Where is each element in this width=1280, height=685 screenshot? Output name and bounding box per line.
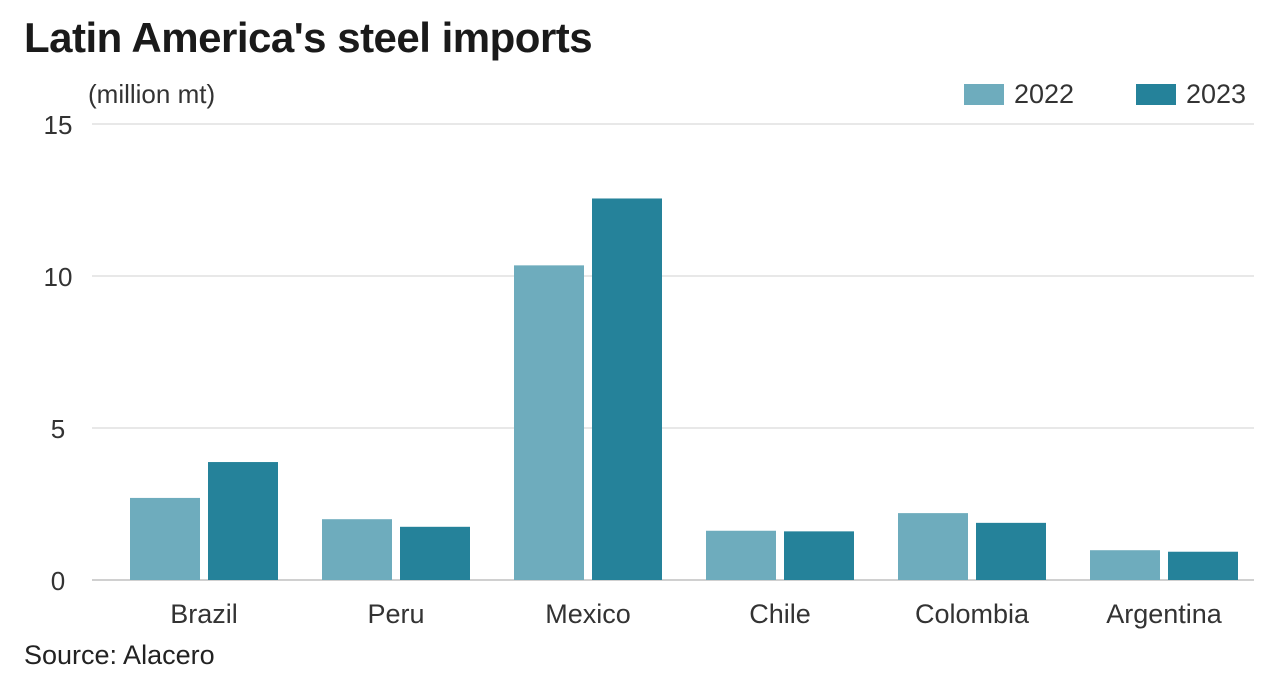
gridlines: [92, 123, 1254, 581]
chart-title: Latin America's steel imports: [24, 14, 593, 61]
bar-argentina-2022: [1090, 550, 1160, 580]
y-unit-label: (million mt): [88, 79, 215, 109]
x-axis-labels: Brazil Peru Mexico Chile Colombia Argentina: [170, 599, 1223, 629]
bar-mexico-2023: [592, 198, 662, 581]
x-tick-label: Mexico: [545, 599, 631, 629]
bar-chile-2023: [784, 531, 854, 580]
y-tick-label: 0: [51, 566, 65, 596]
legend: 2022 2023: [964, 79, 1246, 109]
bar-brazil-2022: [130, 497, 200, 580]
x-tick-label: Brazil: [170, 599, 238, 629]
bar-peru-2023: [400, 526, 470, 580]
y-tick-label: 10: [44, 262, 73, 292]
y-axis-ticks: 0 5 10 15: [44, 110, 73, 596]
x-tick-label: Peru: [367, 599, 424, 629]
bar-argentina-2023: [1168, 551, 1238, 580]
x-tick-label: Chile: [749, 599, 811, 629]
source-note: Source: Alacero: [24, 640, 215, 670]
bar-colombia-2022: [898, 513, 968, 580]
x-tick-label: Argentina: [1106, 599, 1223, 629]
legend-label: 2022: [1014, 79, 1074, 109]
bar-peru-2022: [322, 519, 392, 580]
bar-colombia-2023: [976, 522, 1046, 580]
y-tick-label: 5: [51, 414, 65, 444]
bar-chile-2022: [706, 530, 776, 580]
y-tick-label: 15: [44, 110, 73, 140]
bar-brazil-2023: [208, 462, 278, 580]
bars: [130, 198, 1238, 581]
legend-swatch-2023: [1136, 84, 1176, 105]
bar-mexico-2022: [514, 265, 584, 580]
x-tick-label: Colombia: [915, 599, 1030, 629]
legend-swatch-2022: [964, 84, 1004, 105]
legend-label: 2023: [1186, 79, 1246, 109]
